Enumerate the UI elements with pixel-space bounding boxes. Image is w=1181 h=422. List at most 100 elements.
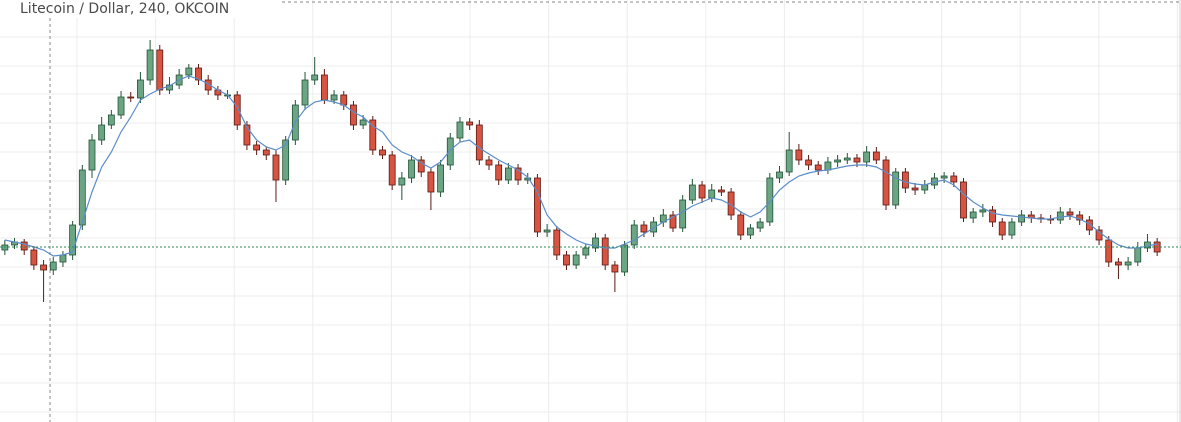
candle-body xyxy=(950,175,958,183)
candle-body xyxy=(204,79,212,91)
chart-title: Litecoin / Dollar, 240, OKCOIN xyxy=(20,1,229,17)
candle-body xyxy=(853,157,861,163)
candle-body xyxy=(1008,221,1016,236)
candle-body xyxy=(243,124,251,146)
candle-body xyxy=(20,241,28,251)
candle-body xyxy=(708,189,716,199)
candle-body xyxy=(330,94,338,101)
moving-average-line xyxy=(4,75,1158,257)
candle-body xyxy=(911,187,919,191)
candle-body xyxy=(1095,229,1103,241)
candle-body xyxy=(679,199,687,229)
candle-body xyxy=(185,67,193,76)
candle-body xyxy=(233,94,241,126)
candle-body xyxy=(417,159,425,173)
candle-body xyxy=(843,157,851,161)
candle-body xyxy=(1056,211,1064,221)
candle-body xyxy=(824,161,832,171)
candle-body xyxy=(872,151,880,161)
time-grid xyxy=(76,0,1178,422)
candle-body xyxy=(466,121,474,126)
candle-body xyxy=(563,254,570,266)
candle-body xyxy=(592,237,599,249)
candle-body xyxy=(311,74,319,81)
plot-area xyxy=(0,40,1181,302)
candle-body xyxy=(630,224,638,246)
candle-body xyxy=(40,264,47,271)
candle-body xyxy=(59,254,67,263)
candle-body xyxy=(1115,261,1122,266)
candle-body xyxy=(1105,239,1113,263)
candle-body xyxy=(814,164,822,171)
candle-body xyxy=(582,247,590,256)
candle-body xyxy=(117,96,125,116)
candle-body xyxy=(262,149,270,156)
candle-body xyxy=(30,249,38,266)
candle-body xyxy=(427,171,435,193)
candle-body xyxy=(88,139,96,171)
candle-body xyxy=(379,149,386,156)
candle-body xyxy=(534,177,541,233)
candle-body xyxy=(1085,219,1093,231)
candle-body xyxy=(437,164,444,193)
candle-body xyxy=(69,224,77,256)
candle-body xyxy=(456,121,464,139)
candle-body xyxy=(446,137,454,166)
candle-body xyxy=(127,96,135,99)
candle-body xyxy=(282,139,290,181)
candle-body xyxy=(1124,261,1132,266)
candle-body xyxy=(1066,211,1074,216)
candle-body xyxy=(137,79,144,99)
candle-body xyxy=(863,151,871,163)
candle-body xyxy=(921,184,929,191)
candle-body xyxy=(398,177,406,186)
candle-body xyxy=(504,167,512,181)
candle-body xyxy=(475,124,483,161)
candle-body xyxy=(553,229,561,256)
candle-body xyxy=(369,119,377,151)
candle-body xyxy=(340,94,348,106)
candle-body xyxy=(301,79,309,106)
title-background xyxy=(0,0,280,18)
candle-body xyxy=(350,104,357,126)
candle-body xyxy=(1134,247,1142,263)
candle-body xyxy=(747,227,754,236)
candle-body xyxy=(979,209,987,213)
candle-body xyxy=(388,154,396,186)
candle-body xyxy=(572,254,580,266)
candle-body xyxy=(78,169,86,226)
candle-body xyxy=(940,175,948,179)
candle-body xyxy=(688,184,696,201)
candle-body xyxy=(960,181,967,219)
candle-body xyxy=(766,177,774,223)
candle-body xyxy=(98,124,106,141)
candle-body xyxy=(718,189,725,193)
candle-body xyxy=(776,171,783,179)
candle-body xyxy=(756,221,764,229)
candle-body xyxy=(272,154,280,181)
candle-body xyxy=(611,264,619,273)
candle-body xyxy=(998,221,1006,236)
candle-body xyxy=(669,214,677,229)
candle-body xyxy=(989,209,996,223)
candle-body xyxy=(834,159,842,163)
candle-body xyxy=(146,49,154,81)
candle-body xyxy=(49,261,57,271)
candle-body xyxy=(495,164,503,181)
candle-body xyxy=(785,149,793,173)
candle-body xyxy=(805,159,812,166)
candle-body xyxy=(253,144,261,151)
candle-body xyxy=(195,67,202,81)
candle-body xyxy=(795,149,803,161)
candle-body xyxy=(359,119,367,126)
candle-body xyxy=(901,171,909,189)
candle-body xyxy=(698,184,706,199)
candle-body xyxy=(320,74,328,101)
candle-body xyxy=(107,114,115,126)
candle-body xyxy=(543,229,551,233)
candle-body xyxy=(621,244,628,273)
candle-body xyxy=(650,221,658,233)
candle-body xyxy=(640,224,648,233)
